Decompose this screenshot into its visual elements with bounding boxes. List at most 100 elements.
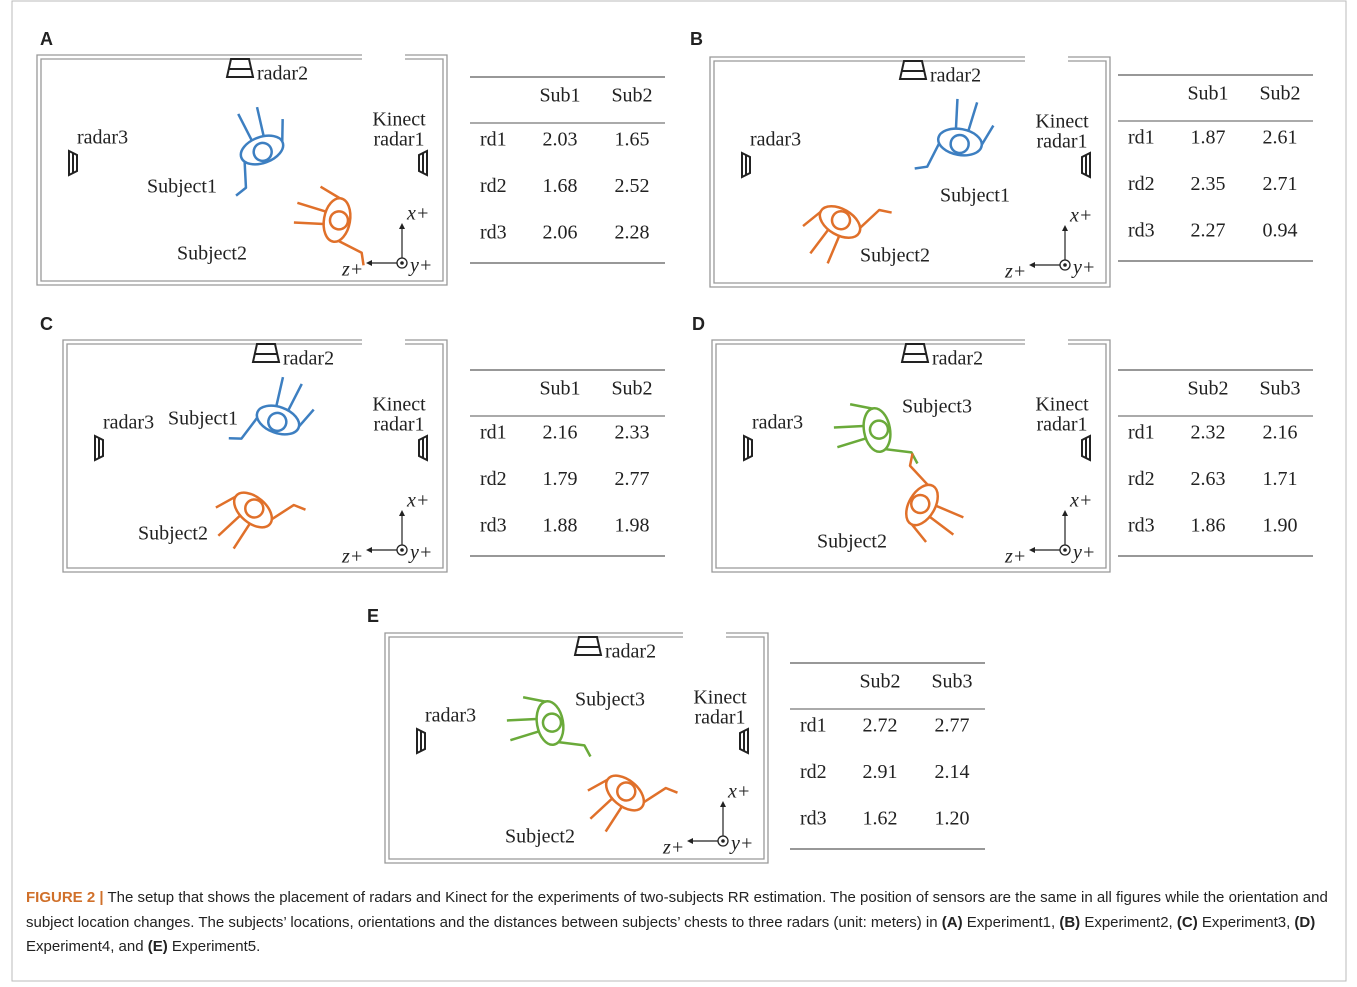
page: Aradar2radar3Kinectradar1Subject1Subject… [0, 0, 1357, 987]
table-cell: 2.27 [1191, 220, 1226, 242]
table-cell: 2.16 [1263, 422, 1298, 444]
table-cell: 2.28 [615, 222, 650, 244]
radar-icon [902, 344, 928, 362]
figure: Aradar2radar3Kinectradar1Subject1Subject… [0, 0, 1357, 987]
radar-label: radar3 [103, 412, 154, 434]
panel-label: E [367, 606, 379, 626]
radar-icon [419, 436, 427, 460]
caption-text: (A) [942, 914, 963, 931]
axis-label: x+ [1069, 490, 1092, 512]
axis-label: z+ [662, 837, 684, 859]
table-cell: 1.79 [543, 468, 578, 490]
person-figure [289, 183, 376, 265]
row-label: rd3 [1128, 515, 1155, 537]
table-cell: 2.71 [1263, 173, 1298, 195]
axis-origin-dot [721, 839, 725, 843]
row-label: rd1 [480, 129, 507, 151]
axis-label: y+ [1071, 542, 1095, 564]
caption-text: (C) [1177, 914, 1198, 931]
arrow-head [1029, 547, 1035, 553]
person-figure [229, 367, 321, 462]
axis-label: x+ [406, 490, 429, 512]
table-cell: 1.87 [1191, 127, 1226, 149]
row-label: rd1 [1128, 422, 1155, 444]
caption: FIGURE 2 | The setup that shows the plac… [26, 886, 1336, 960]
row-label: rd3 [480, 515, 507, 537]
room-diagram: radar2radar3Kinectradar1Subject3Subject2… [385, 633, 768, 863]
subject-label: Subject2 [505, 826, 575, 848]
person-figure [203, 465, 305, 568]
table-cell: 2.77 [615, 468, 650, 490]
table-cell: 2.35 [1191, 173, 1226, 195]
kinect-label: Kinect [372, 394, 426, 416]
panel-label: B [690, 29, 703, 49]
person-figure [878, 453, 979, 552]
arrow-head [1062, 510, 1068, 516]
axis-label: y+ [408, 542, 432, 564]
row-label: rd3 [1128, 220, 1155, 242]
distance-table: Sub1Sub2rd12.162.33rd21.792.77rd31.881.9… [470, 370, 665, 556]
wall [67, 344, 443, 568]
table-cell: 2.32 [1191, 422, 1226, 444]
radar-label: radar2 [283, 348, 334, 370]
subject-label: Subject1 [147, 176, 217, 198]
row-label: rd1 [1128, 127, 1155, 149]
subject-label: Subject2 [860, 245, 930, 267]
caption-text: (E) [148, 938, 168, 955]
row-label: rd2 [1128, 468, 1155, 490]
arrow-head [1062, 225, 1068, 231]
table-cell: 1.20 [935, 808, 970, 830]
person-figure [575, 748, 677, 851]
caption-text: Experiment4, and [26, 938, 148, 955]
axis-label: x+ [406, 203, 429, 225]
radar-label: radar1 [1036, 414, 1087, 436]
kinect-label: Kinect [693, 687, 747, 709]
panel-label: C [40, 314, 53, 334]
caption-text: (D) [1294, 914, 1315, 931]
arrow-head [399, 223, 405, 229]
arrow-head [687, 838, 693, 844]
radar-icon [69, 151, 77, 175]
room-diagram: radar2radar3Kinectradar1Subject1Subject2… [37, 55, 447, 285]
axis-label: y+ [1071, 257, 1095, 279]
table-cell: 1.86 [1191, 515, 1226, 537]
radar-icon [95, 436, 103, 460]
table-cell: 0.94 [1263, 220, 1298, 242]
axis-label: z+ [1004, 546, 1026, 568]
subject-label: Subject1 [168, 408, 238, 430]
subject-label: Subject2 [817, 531, 887, 553]
table-cell: 2.63 [1191, 468, 1226, 490]
axis-origin-dot [400, 548, 404, 552]
arrow-head [720, 801, 726, 807]
subject-label: Subject3 [575, 689, 645, 711]
subject-label: Subject3 [902, 396, 972, 418]
table-cell: 2.52 [615, 175, 650, 197]
axis-label: x+ [727, 781, 750, 803]
table-cell: 1.90 [1263, 515, 1298, 537]
room-diagram: radar2radar3Kinectradar1Subject3Subject2… [712, 340, 1110, 572]
table-cell: 2.77 [935, 715, 970, 737]
radar-icon [740, 729, 748, 753]
axis-label: z+ [341, 259, 363, 281]
radar-icon [1082, 153, 1090, 177]
column-header: Sub2 [611, 378, 652, 400]
radar-label: radar1 [373, 414, 424, 436]
radar-label: radar3 [750, 129, 801, 151]
caption-text: (B) [1059, 914, 1080, 931]
radar-label: radar1 [1036, 131, 1087, 153]
arrow-head [366, 547, 372, 553]
distance-table: Sub1Sub2rd12.031.65rd21.682.52rd32.062.2… [470, 77, 665, 263]
table-cell: 1.68 [543, 175, 578, 197]
radar-label: radar1 [373, 129, 424, 151]
column-header: Sub3 [1259, 378, 1300, 400]
radar-label: radar2 [605, 641, 656, 663]
column-header: Sub2 [611, 85, 652, 107]
caption-text: Experiment2, [1080, 914, 1177, 931]
axis-origin-dot [1063, 548, 1067, 552]
axis-label: y+ [408, 255, 432, 277]
radar-icon [253, 344, 279, 362]
table-cell: 1.62 [863, 808, 898, 830]
column-header: Sub2 [1187, 378, 1228, 400]
axis-origin-dot [400, 261, 404, 265]
radar-icon [742, 153, 750, 177]
